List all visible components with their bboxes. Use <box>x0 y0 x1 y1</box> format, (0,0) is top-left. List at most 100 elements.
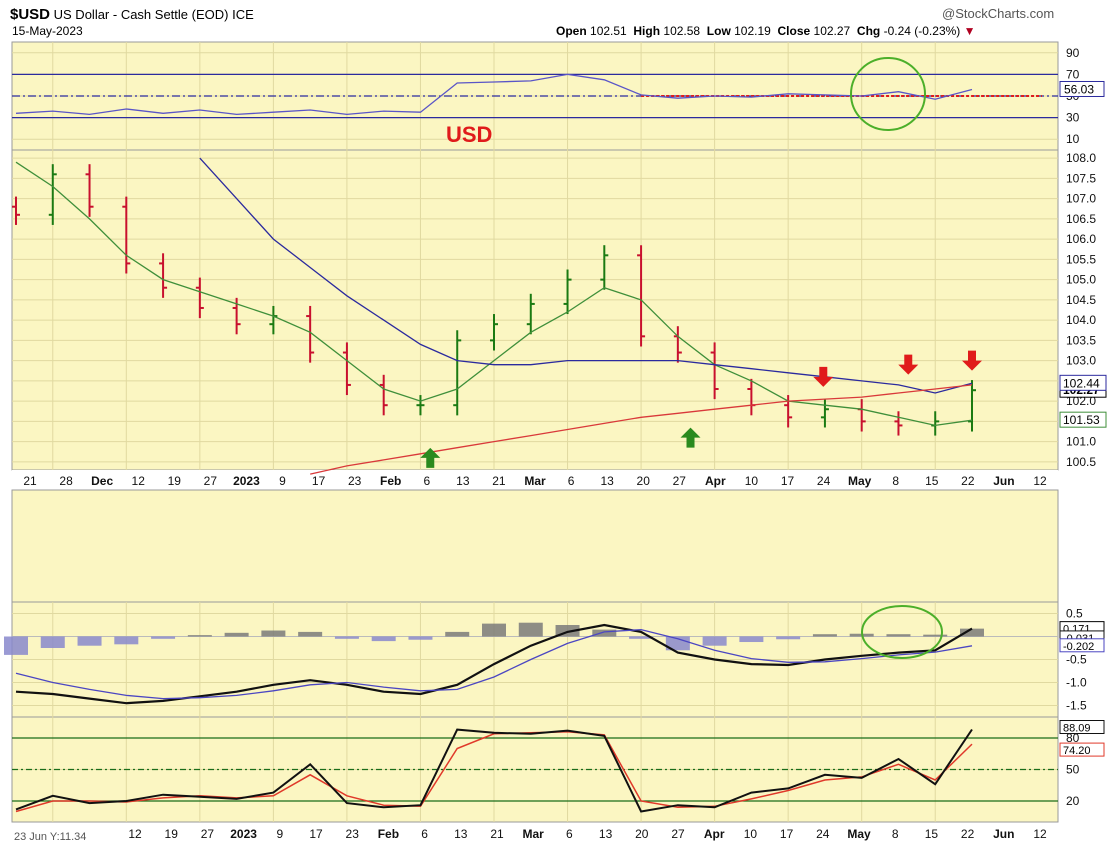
price-bar <box>85 164 94 217</box>
open-value: 102.51 <box>590 24 627 38</box>
macd-histogram-bar <box>592 629 617 637</box>
macd-histogram-bar <box>371 636 396 642</box>
macd-histogram-bar <box>151 636 176 639</box>
sto-x-tick: 10 <box>744 827 758 841</box>
low-value: 102.19 <box>734 24 771 38</box>
macd-histogram-bar <box>77 636 102 646</box>
sto-value-label: 88.09 <box>1063 723 1091 735</box>
green-up-arrow-icon <box>680 427 701 448</box>
sto-x-tick: 19 <box>165 827 179 841</box>
chart-title: $USD US Dollar - Cash Settle (EOD) ICE <box>10 6 254 23</box>
macd-histogram-bar <box>224 632 249 637</box>
price-y-tick: 107.0 <box>1066 192 1096 206</box>
macd-histogram-bar <box>960 628 984 637</box>
watermark: @StockCharts.com <box>942 6 1055 21</box>
price-value-label: 101.53 <box>1063 413 1100 427</box>
macd-histogram-bar <box>482 623 506 637</box>
price-bar <box>342 342 351 396</box>
usd-annotation: USD <box>446 122 492 147</box>
exchange: ICE <box>232 7 254 22</box>
macd-histogram-bar <box>518 622 543 637</box>
sto-x-tick: Feb <box>378 827 399 841</box>
macd-histogram-bar <box>114 636 139 645</box>
macd-histogram-bar <box>187 635 212 637</box>
macd-y-tick: 0.5 <box>1066 607 1083 621</box>
sto-value-box <box>1059 742 1105 757</box>
sto-x-tick: 9 <box>276 827 283 841</box>
sto-x-tick: 20 <box>635 827 649 841</box>
rsi-y-tick: 30 <box>1066 111 1080 125</box>
sto-x-tick: 12 <box>128 827 142 841</box>
low-label: Low <box>706 24 731 38</box>
sto-x-tick: 21 <box>490 827 504 841</box>
sto-y-tick: 80 <box>1066 731 1080 745</box>
price-bar <box>12 196 20 225</box>
price-bar <box>563 269 572 315</box>
price-x-tick: Apr <box>705 474 726 488</box>
price-x-tick: 13 <box>600 474 614 488</box>
price-x-tick: 21 <box>492 474 506 488</box>
price-x-tick: 6 <box>568 474 575 488</box>
price-y-tick: 105.0 <box>1066 273 1096 287</box>
price-y-tick: 103.5 <box>1066 333 1096 347</box>
instrument-name: US Dollar - Cash Settle (EOD) <box>53 7 229 22</box>
sto-x-tick: Apr <box>704 827 725 841</box>
price-bar <box>453 330 462 416</box>
price-x-tick: 21 <box>23 474 37 488</box>
rsi-y-tick: 90 <box>1066 46 1080 60</box>
price-bar <box>195 277 204 319</box>
price-x-tick: 10 <box>745 474 759 488</box>
sto-x-tick: 8 <box>892 827 899 841</box>
price-x-tick: Dec <box>91 474 113 488</box>
price-bar <box>710 342 719 400</box>
footer-note: 23 Jun Y:11.34 <box>14 831 86 843</box>
macd-histogram-bar <box>40 636 65 648</box>
sto-x-tick: 17 <box>780 827 794 841</box>
macd-histogram-bar <box>629 636 654 639</box>
sto-value-box <box>1059 720 1105 735</box>
price-x-tick: 17 <box>312 474 326 488</box>
blank-panel <box>11 489 1059 603</box>
macd-y-tick: -0.5 <box>1066 653 1087 667</box>
price-x-tick: Mar <box>524 474 546 488</box>
high-value: 102.58 <box>663 24 701 38</box>
chg-down-icon: ▼ <box>963 24 976 38</box>
price-x-tick: 27 <box>204 474 218 488</box>
price-y-tick: 108.0 <box>1066 151 1096 165</box>
macd-histogram-bar <box>555 625 580 637</box>
sto-x-tick: May <box>847 827 871 841</box>
macd-histogram-bar <box>334 636 359 639</box>
sto-x-tick: 12 <box>1033 827 1047 841</box>
macd-y-tick: -1.0 <box>1066 676 1087 690</box>
price-x-tick: 17 <box>781 474 795 488</box>
macd-histogram-bar <box>923 634 948 637</box>
macd-histogram-bar <box>776 636 801 640</box>
sto-x-tick: 24 <box>816 827 830 841</box>
macd-histogram-bar <box>665 636 690 651</box>
price-y-tick: 101.0 <box>1066 435 1096 449</box>
rsi-value-box <box>1059 80 1105 97</box>
price-x-tick: 8 <box>892 474 899 488</box>
price-bar <box>379 374 388 416</box>
sto-x-tick: 22 <box>961 827 975 841</box>
price-bar <box>48 164 57 225</box>
price-x-tick: 24 <box>817 474 831 488</box>
price-bar <box>637 245 646 347</box>
price-bar <box>894 411 903 436</box>
red-down-arrow-icon <box>898 354 919 375</box>
chg-label: Chg <box>856 24 881 38</box>
price-x-tick: 19 <box>168 474 182 488</box>
price-y-tick: 106.5 <box>1066 212 1096 226</box>
macd-histogram-bar <box>886 634 911 637</box>
rsi-highlight-ellipse <box>850 57 926 131</box>
rsi-line <box>15 73 973 116</box>
macd-histogram-bar <box>702 636 727 646</box>
price-x-tick: 6 <box>423 474 430 488</box>
price-x-tick: 15 <box>925 474 939 488</box>
price-y-tick: 104.0 <box>1066 313 1096 327</box>
sto-y-tick: 50 <box>1066 763 1080 777</box>
sto-fast-k-line <box>15 728 973 813</box>
price-x-tick: 28 <box>59 474 73 488</box>
rsi-value-label: 56.03 <box>1064 82 1094 96</box>
